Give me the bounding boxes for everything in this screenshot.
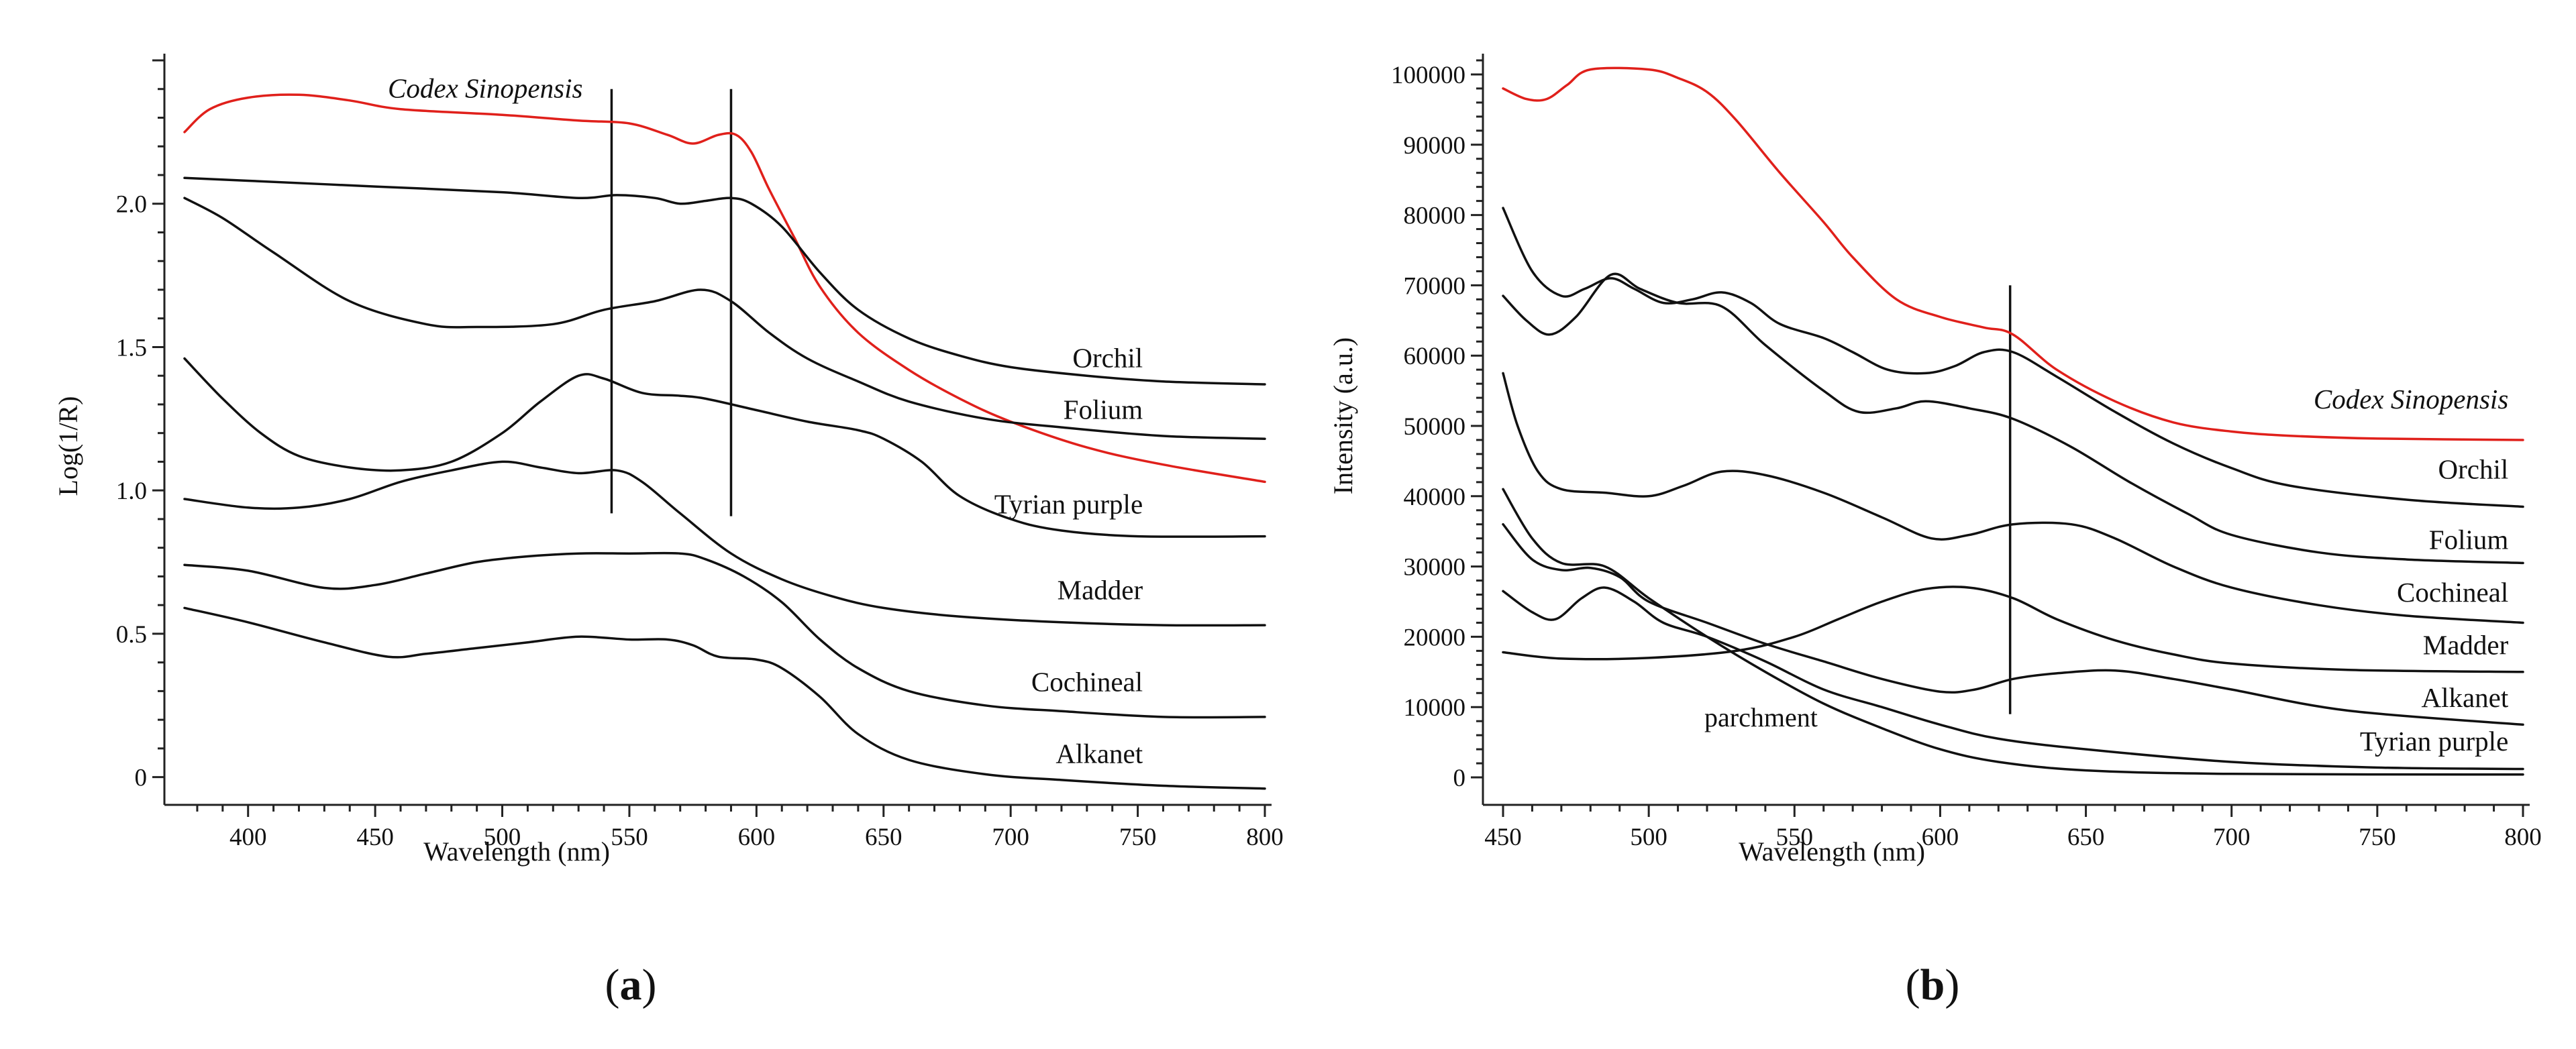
panel-a-markers: [610, 89, 733, 516]
panel-a-xtick-label: 500: [484, 824, 521, 851]
panel-a-xtick-label: 450: [356, 824, 394, 851]
panel-b-xtick-label: 450: [1484, 824, 1522, 851]
panel-b-xtick-label: 550: [1776, 824, 1814, 851]
panel-a-ytick-label: 0.5: [116, 621, 147, 649]
panel-b-curves: [1502, 66, 2524, 776]
panel-a-series-codex-sinopensis: [183, 93, 1266, 484]
panel-b-xtick-label: 700: [2213, 824, 2251, 851]
panel-a-label-tyrian-purple: Tyrian purple: [994, 488, 1143, 519]
panel-b-panel-label: (b): [1906, 960, 1960, 1009]
panel-b-series-alkanet: [1502, 522, 2524, 726]
panel-a-ytick-label: 1.5: [116, 334, 147, 362]
panel-a-xtick-label: 750: [1119, 824, 1157, 851]
panel-a-series-folium: [183, 197, 1266, 440]
panel-b-label-tyrian-purple: Tyrian purple: [2360, 726, 2508, 757]
panel-b-ytick-label: 10000: [1404, 694, 1466, 722]
panel-b-xtick-label: 650: [2067, 824, 2105, 851]
panel-a-curves: [183, 93, 1266, 790]
panel-a-label-orchil: Orchil: [1072, 342, 1143, 373]
panel-b-xtick-label: 750: [2359, 824, 2396, 851]
panel-a-xtick-label: 800: [1246, 824, 1284, 851]
panel-a-label-cochineal: Cochineal: [1031, 666, 1143, 697]
panel-a-series-labels: Codex Sinopensis Orchil Folium Tyrian purpl…: [388, 73, 1143, 769]
panel-b-parchment-annotation: parchment: [1704, 702, 1818, 732]
panel-a-ylabel: Log(1/R): [53, 396, 83, 496]
panel-b-series-cochineal: [1502, 372, 2524, 624]
panel-b-label-orchil: Orchil: [2438, 454, 2509, 485]
panel-b-label-madder: Madder: [2423, 630, 2509, 661]
panel-b-series-orchil: [1502, 207, 2524, 508]
panel-a-label-folium: Folium: [1064, 394, 1143, 425]
panel-b-series-codex-sinopensis: [1502, 66, 2524, 441]
panel-a-xtick-label: 650: [865, 824, 903, 851]
panel-b-ytick-label: 100000: [1391, 62, 1465, 89]
panel-a-panel-label: (a): [605, 960, 657, 1009]
panel-b-xtick-label: 500: [1630, 824, 1667, 851]
panel-a-series-alkanet: [183, 606, 1266, 790]
panel-a-ytick-label: 2.0: [116, 191, 147, 219]
panel-a-label-alkanet: Alkanet: [1055, 738, 1143, 769]
panel-b-ticks: 450 500 550 600 650 700 750 800 0 10000 20000 30000…: [1391, 59, 2542, 851]
panel-a-xtick-label: 700: [992, 824, 1029, 851]
panel-b-ylabel: Intensity (a.u.): [1328, 337, 1358, 494]
panel-b-ytick-label: 0: [1453, 765, 1466, 792]
panel-a-label-madder: Madder: [1058, 575, 1143, 606]
panel-b-series-tyrian-purple: [1502, 488, 2524, 776]
panel-b-series-labels: Codex Sinopensis Orchil Folium Cochineal Mad…: [2314, 384, 2509, 757]
panel-a-ytick-label: 1.0: [116, 478, 147, 505]
panel-a-series-tyrian-purple: [183, 357, 1266, 538]
panel-b-ytick-label: 90000: [1404, 132, 1466, 160]
panel-b-series-folium: [1502, 272, 2524, 565]
panel-b-label-folium: Folium: [2429, 524, 2509, 555]
panel-b-label-codex-sinopensis: Codex Sinopensis: [2314, 384, 2508, 415]
panel-b-ytick-label: 70000: [1404, 272, 1466, 300]
panel-a-series-madder: [183, 460, 1266, 627]
panel-b-series-madder: [1502, 586, 2524, 673]
panel-a-xtick-label: 600: [738, 824, 776, 851]
panel-a-series-cochineal: [183, 551, 1266, 719]
panel-b-ytick-label: 60000: [1404, 343, 1466, 370]
panel-a-xtick-label: 550: [611, 824, 648, 851]
panel-b-ytick-label: 50000: [1404, 413, 1466, 441]
panel-b-axes: [1482, 54, 2530, 806]
panel-a-chart: 400 450 500 550 600 650 700 750 800 0 0.5 1.0 1.5 2.0…: [53, 54, 1284, 1009]
panel-b-xtick-label: 600: [1922, 824, 1959, 851]
panel-b-ytick-label: 40000: [1404, 484, 1466, 511]
panel-b-series-parchment: [1502, 586, 2524, 771]
panel-a-series-orchil: [183, 176, 1266, 386]
panel-a-ticks: 400 450 500 550 600 650 700 750 800 0 0.5 1.0 1.5 2.0: [116, 59, 1284, 851]
panel-b-ytick-label: 20000: [1404, 624, 1466, 651]
panel-a-ytick-label: 0: [135, 765, 148, 792]
panel-b-chart: 450 500 550 600 650 700 750 800 0 10000 20000 30000…: [1328, 54, 2542, 1009]
panel-b-ytick-label: 30000: [1404, 554, 1466, 582]
panel-a-label-codex-sinopensis: Codex Sinopensis: [388, 73, 582, 104]
panel-b-label-alkanet: Alkanet: [2421, 682, 2508, 713]
panel-b-xtick-label: 800: [2504, 824, 2542, 851]
panel-b-label-cochineal: Cochineal: [2397, 577, 2508, 608]
panel-b-xlabel: Wavelength (nm): [1739, 836, 1925, 867]
panel-a-xlabel: Wavelength (nm): [423, 836, 610, 867]
panel-a-xtick-label: 400: [229, 824, 267, 851]
panel-b-ytick-label: 80000: [1404, 203, 1466, 230]
